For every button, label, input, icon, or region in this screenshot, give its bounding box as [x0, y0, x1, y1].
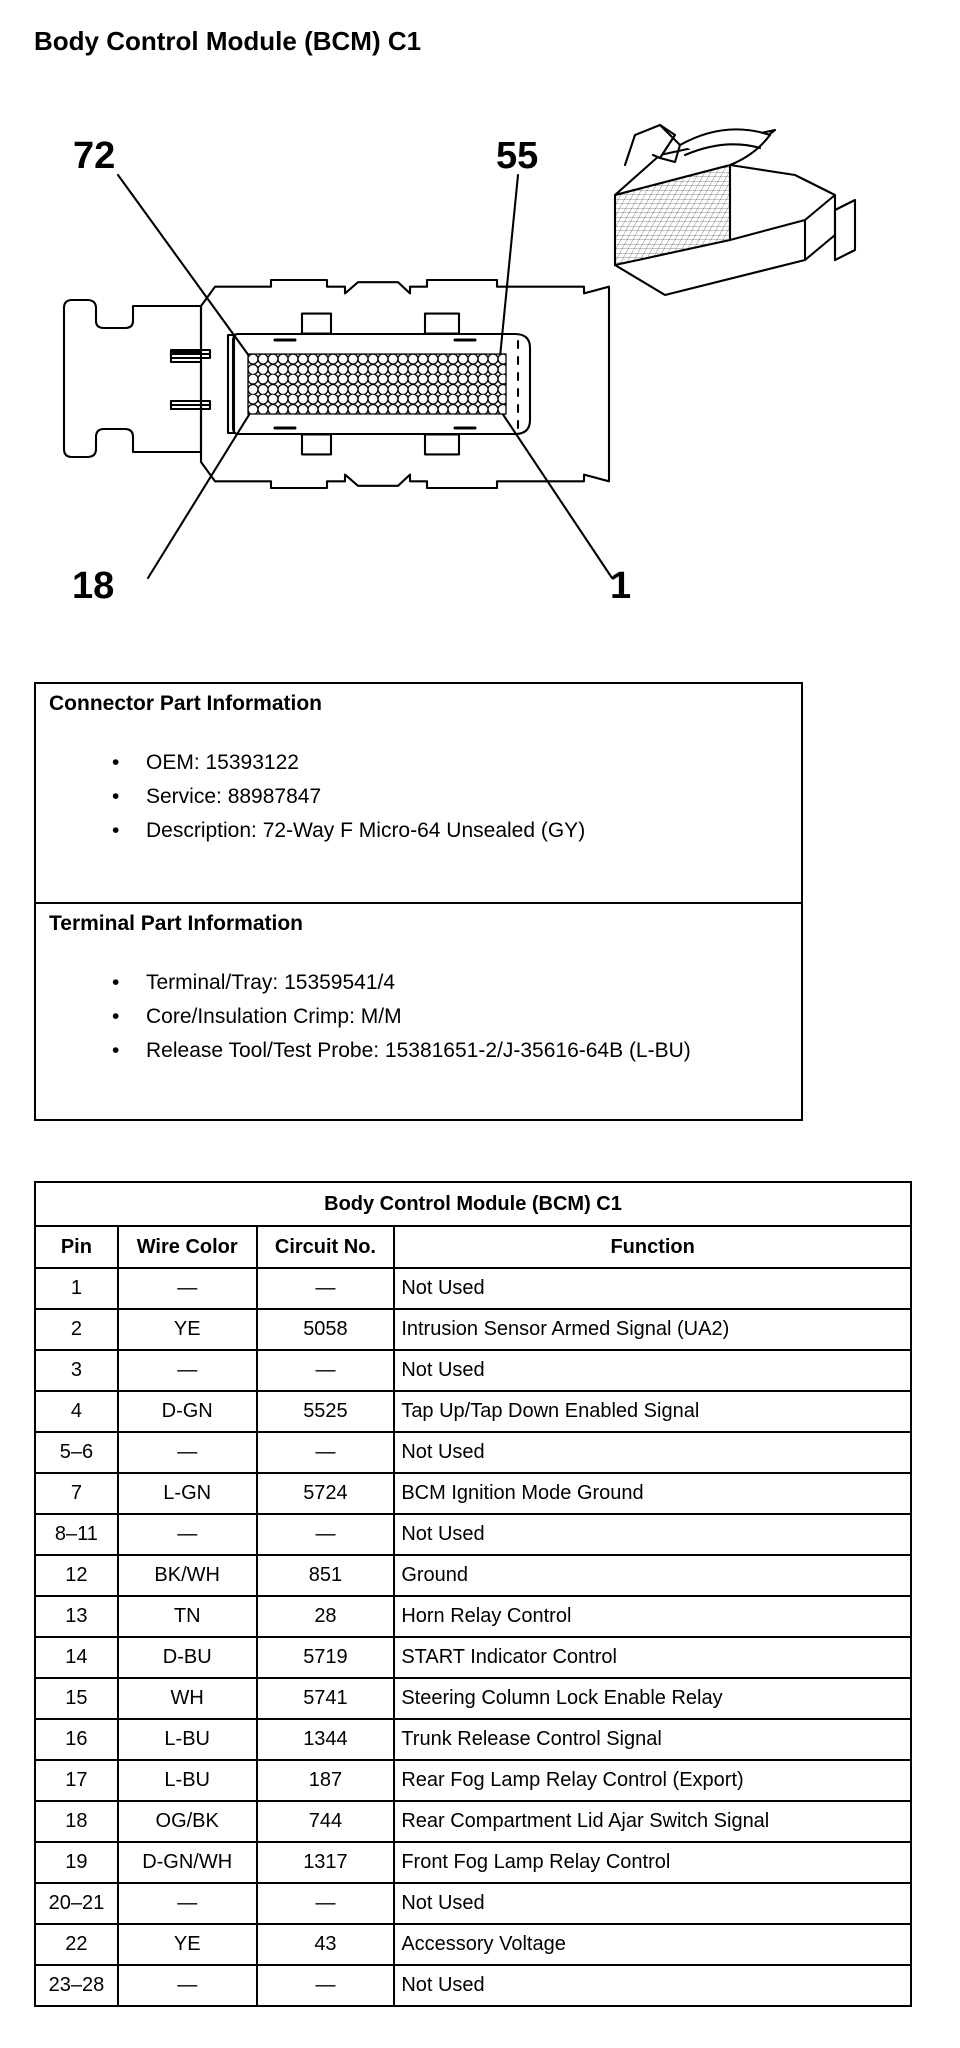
- svg-text:1: 1: [610, 565, 631, 605]
- svg-text:72: 72: [73, 135, 115, 177]
- svg-text:18: 18: [72, 565, 114, 605]
- svg-text:55: 55: [496, 135, 538, 177]
